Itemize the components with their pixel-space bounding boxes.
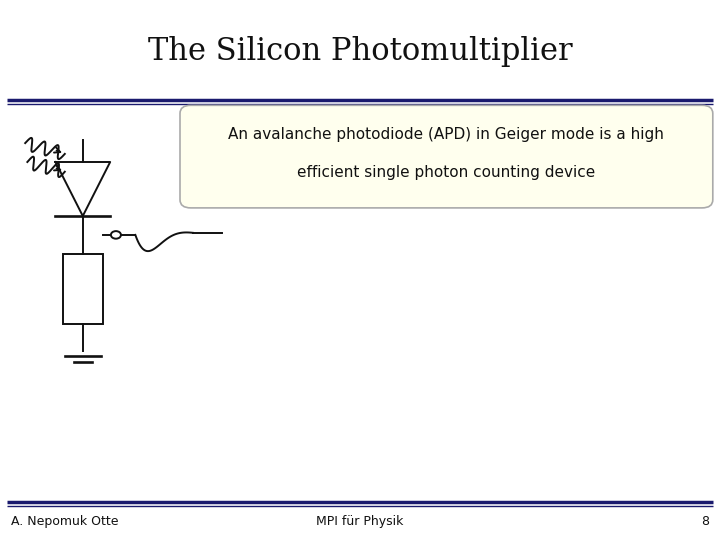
Text: An avalanche photodiode (APD) in Geiger mode is a high: An avalanche photodiode (APD) in Geiger … bbox=[228, 127, 665, 143]
Text: 8: 8 bbox=[701, 515, 709, 528]
Text: A. Nepomuk Otte: A. Nepomuk Otte bbox=[11, 515, 118, 528]
Text: The Silicon Photomultiplier: The Silicon Photomultiplier bbox=[148, 36, 572, 67]
FancyBboxPatch shape bbox=[180, 105, 713, 208]
Text: MPI für Physik: MPI für Physik bbox=[316, 515, 404, 528]
Text: efficient single photon counting device: efficient single photon counting device bbox=[297, 165, 595, 180]
FancyBboxPatch shape bbox=[63, 254, 103, 324]
Circle shape bbox=[111, 231, 121, 239]
